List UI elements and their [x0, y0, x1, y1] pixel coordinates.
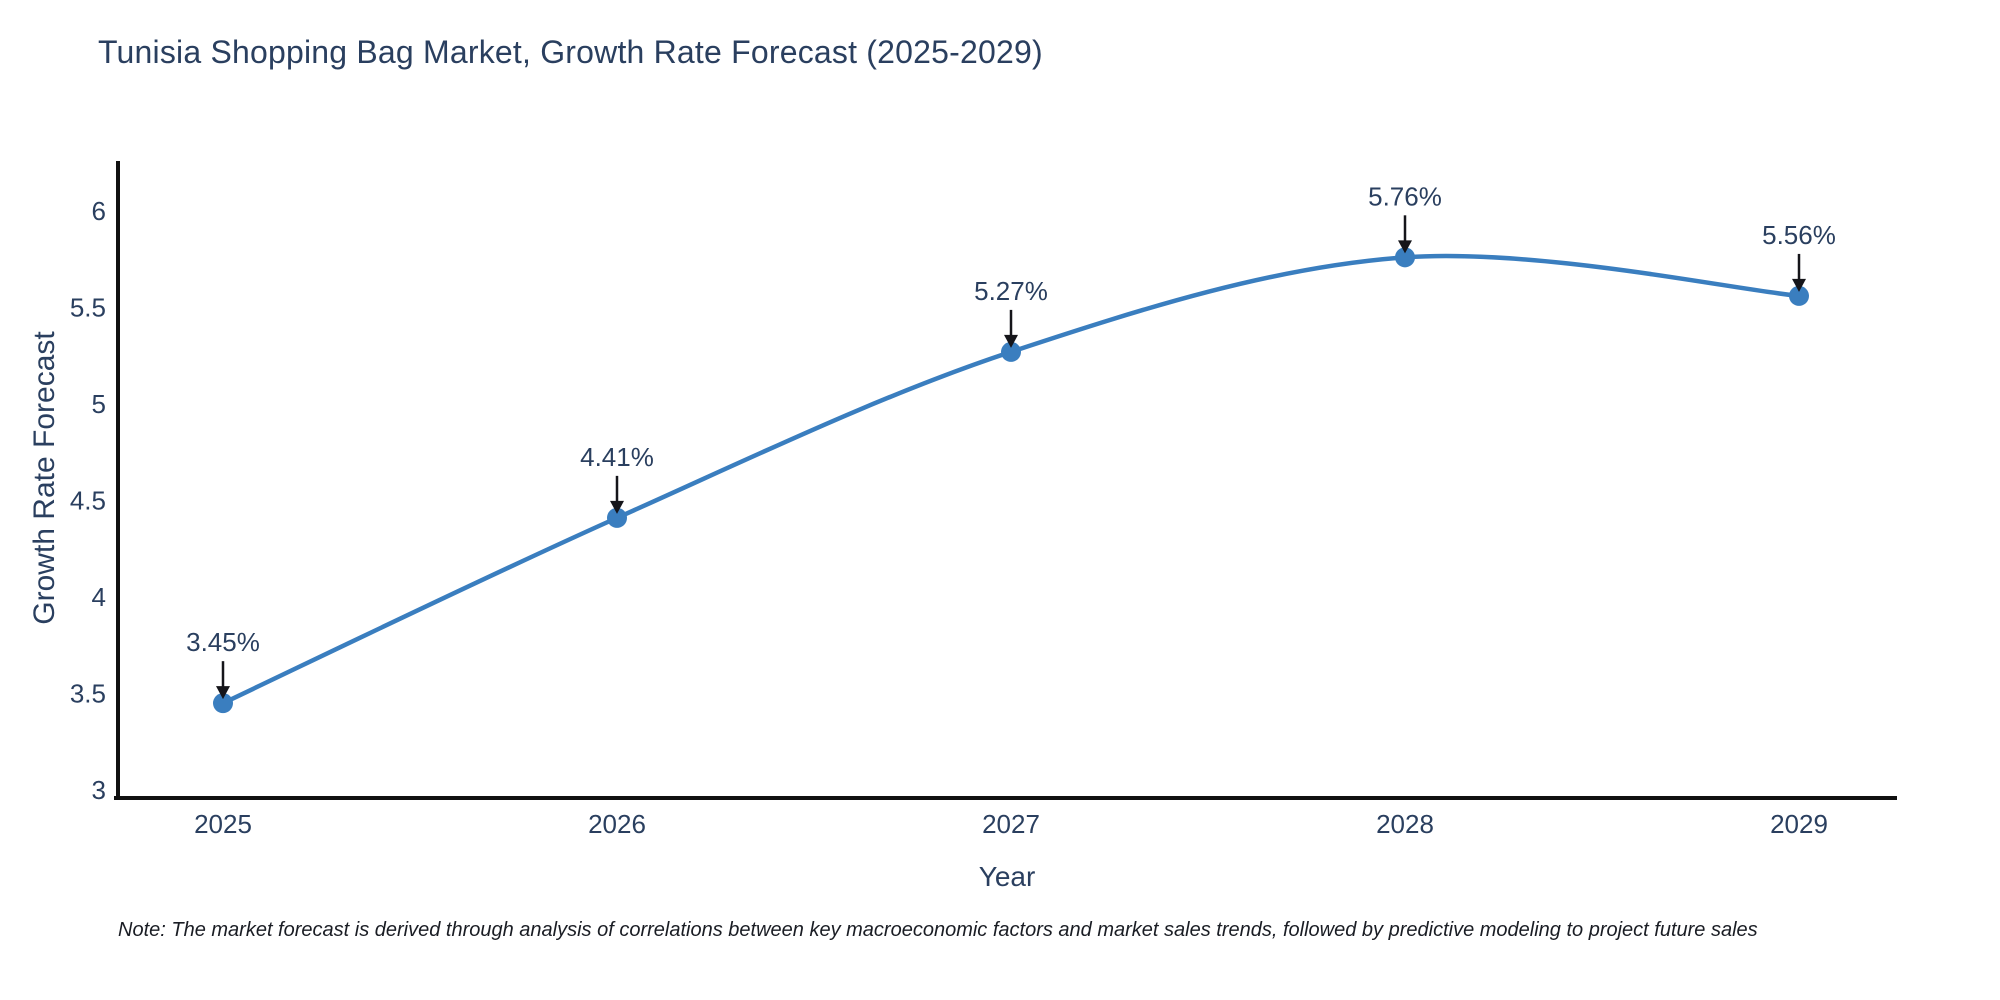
annotation-arrow-head [1004, 334, 1018, 348]
annotation-arrow-head [1398, 240, 1412, 254]
annotation-arrow-head [1792, 278, 1806, 292]
y-tick-label: 5 [92, 389, 106, 419]
data-point-marker [1789, 285, 1809, 306]
y-tick-label: 3 [92, 775, 106, 805]
chart-title: Tunisia Shopping Bag Market, Growth Rate… [98, 34, 1043, 70]
data-point-marker [213, 693, 233, 714]
data-point-marker [1395, 247, 1415, 268]
point-annotation-label: 5.76% [1368, 181, 1442, 211]
x-tick-label: 2025 [194, 809, 252, 839]
x-tick-label: 2026 [588, 809, 646, 839]
x-tick-label: 2027 [982, 809, 1040, 839]
point-annotation-label: 3.45% [186, 627, 260, 657]
y-tick-label: 6 [92, 196, 106, 226]
footnote: Note: The market forecast is derived thr… [118, 919, 1758, 941]
y-tick-label: 3.5 [70, 679, 106, 709]
x-tick-label: 2029 [1770, 809, 1828, 839]
annotation-arrow-head [216, 686, 230, 700]
data-point-marker [607, 507, 627, 528]
x-tick-label: 2028 [1376, 809, 1434, 839]
point-annotation-label: 5.27% [974, 276, 1048, 306]
annotation-arrow-head [610, 500, 624, 514]
y-tick-label: 5.5 [70, 293, 106, 323]
y-tick-label: 4.5 [70, 486, 106, 516]
point-annotation-label: 4.41% [580, 442, 654, 472]
data-point-marker [1001, 341, 1021, 362]
y-tick-label: 4 [92, 582, 106, 612]
point-annotation-label: 5.56% [1762, 220, 1836, 250]
x-axis-title: Year [978, 861, 1036, 892]
